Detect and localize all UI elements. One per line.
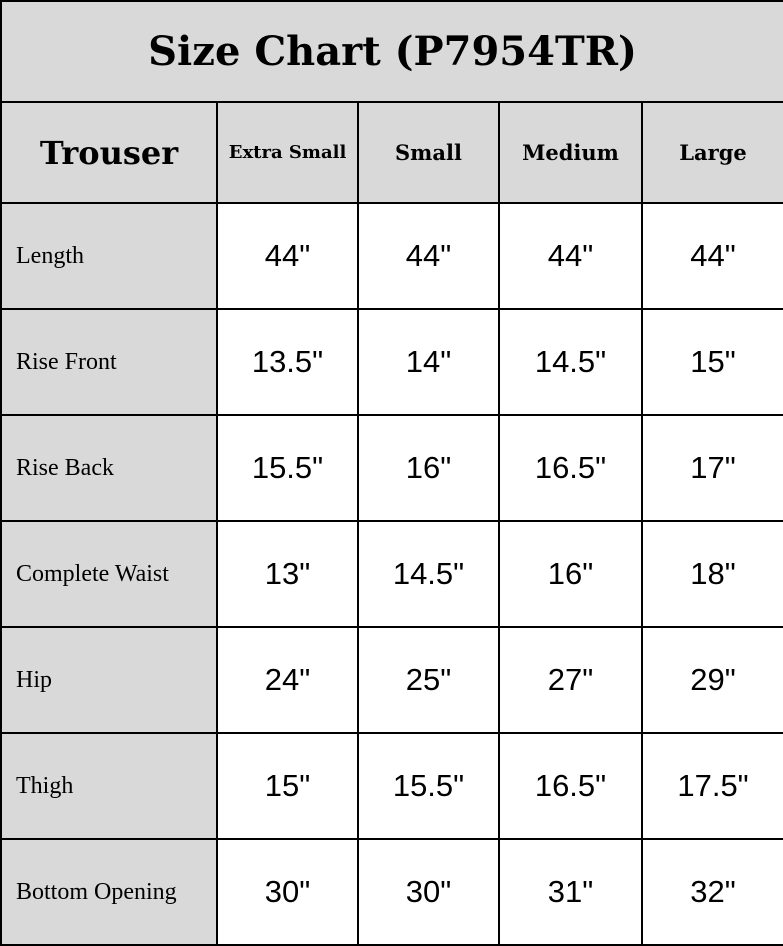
measurement-cell: 16.5" [498,414,643,522]
measurement-cell: 17" [640,414,783,522]
measurement-cell: 15" [216,732,359,840]
measurement-cell: 16" [498,520,643,628]
measurement-cell: 13" [216,520,359,628]
header-small: Small [357,101,500,204]
row-label: Hip [0,626,218,734]
measurement-cell: 18" [640,520,783,628]
measurement-cell: 14" [357,308,500,416]
header-row: Trouser Extra Small Small Medium Large [0,101,783,204]
measurement-cell: 16.5" [498,732,643,840]
table-row: Rise Back 15.5" 16" 16.5" 17" [0,414,783,522]
measurement-cell: 30" [357,838,500,946]
table-row: Hip 24" 25" 27" 29" [0,626,783,734]
header-trouser: Trouser [0,101,218,204]
table-row: Rise Front 13.5" 14" 14.5" 15" [0,308,783,416]
measurement-cell: 44" [216,202,359,310]
measurement-cell: 44" [640,202,783,310]
measurement-cell: 15.5" [216,414,359,522]
measurement-cell: 14.5" [498,308,643,416]
measurement-cell: 30" [216,838,359,946]
table-row: Complete Waist 13" 14.5" 16" 18" [0,520,783,628]
row-label: Length [0,202,218,310]
header-medium: Medium [498,101,643,204]
row-label: Thigh [0,732,218,840]
header-large: Large [640,101,783,204]
measurement-cell: 31" [498,838,643,946]
measurement-cell: 17.5" [640,732,783,840]
row-label: Rise Front [0,308,218,416]
header-extra-small: Extra Small [216,101,359,204]
measurement-cell: 27" [498,626,643,734]
measurement-cell: 44" [357,202,500,310]
measurement-cell: 14.5" [357,520,500,628]
row-label: Bottom Opening [0,838,218,946]
table-row: Length 44" 44" 44" 44" [0,202,783,310]
measurement-cell: 44" [498,202,643,310]
measurement-cell: 15" [640,308,783,416]
chart-title: Size Chart (P7954TR) [0,0,783,103]
measurement-cell: 13.5" [216,308,359,416]
measurement-cell: 25" [357,626,500,734]
measurement-cell: 29" [640,626,783,734]
measurement-cell: 32" [640,838,783,946]
measurement-cell: 24" [216,626,359,734]
row-label: Complete Waist [0,520,218,628]
row-label: Rise Back [0,414,218,522]
measurement-cell: 15.5" [357,732,500,840]
table-row: Thigh 15" 15.5" 16.5" 17.5" [0,732,783,840]
measurement-cell: 16" [357,414,500,522]
table-row: Bottom Opening 30" 30" 31" 32" [0,838,783,946]
